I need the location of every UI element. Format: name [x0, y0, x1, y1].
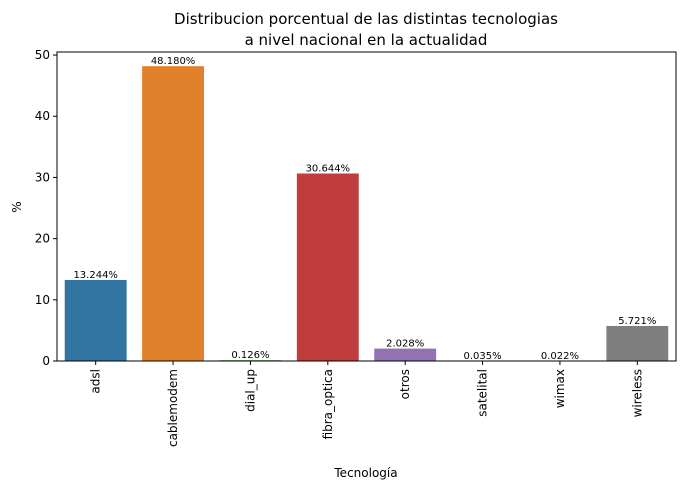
- y-tick-label-10: 10: [35, 293, 50, 307]
- data-label-cablemodem: 48.180%: [151, 56, 196, 67]
- bar-wireless: [606, 325, 669, 361]
- data-label-dial_up: 0.126%: [231, 350, 269, 361]
- x-axis: adsl cablemodem dial_up fibra_optica otros sa…: [89, 361, 644, 447]
- x-tick-label-dial_up: dial_up: [243, 369, 257, 412]
- data-label-fibra_optica: 30.644%: [306, 163, 351, 174]
- y-tick-label-30: 30: [35, 170, 50, 184]
- y-tick-label-0: 0: [42, 354, 50, 368]
- y-axis-label: %: [10, 201, 24, 212]
- x-axis-label: Tecnología: [333, 466, 397, 480]
- chart-title-line-2: a nivel nacional en la actualidad: [245, 31, 488, 49]
- x-tick-label-satelital: satelital: [476, 369, 490, 417]
- bar-cablemodem: [142, 66, 205, 361]
- x-tick-label-cablemodem: cablemodem: [166, 369, 180, 447]
- y-axis: 0 10 20 30 40 50: [35, 48, 57, 368]
- data-label-otros: 2.028%: [386, 339, 424, 350]
- data-label-wimax: 0.022%: [541, 351, 579, 362]
- bar-adsl: [64, 279, 127, 361]
- y-tick-label-50: 50: [35, 48, 50, 62]
- x-tick-label-otros: otros: [398, 369, 412, 399]
- x-tick-label-fibra_optica: fibra_optica: [321, 369, 335, 439]
- data-label-wireless: 5.721%: [618, 316, 656, 327]
- plot-frame: [56, 51, 677, 362]
- data-label-adsl: 13.244%: [73, 270, 118, 281]
- y-tick-label-40: 40: [35, 109, 50, 123]
- bar-fibra_optica: [296, 173, 359, 361]
- bar-otros: [374, 348, 437, 361]
- x-tick-label-adsl: adsl: [89, 369, 103, 394]
- chart-title-line-1: Distribucion porcentual de las distintas…: [174, 10, 558, 28]
- y-tick-label-20: 20: [35, 232, 50, 246]
- x-tick-label-wimax: wimax: [553, 369, 567, 408]
- x-tick-label-wireless: wireless: [630, 369, 644, 417]
- data-label-satelital: 0.035%: [463, 351, 501, 362]
- bars-group: 13.244% 48.180% 0.126% 30.644% 2.028% 0.035% 0…: [64, 56, 669, 362]
